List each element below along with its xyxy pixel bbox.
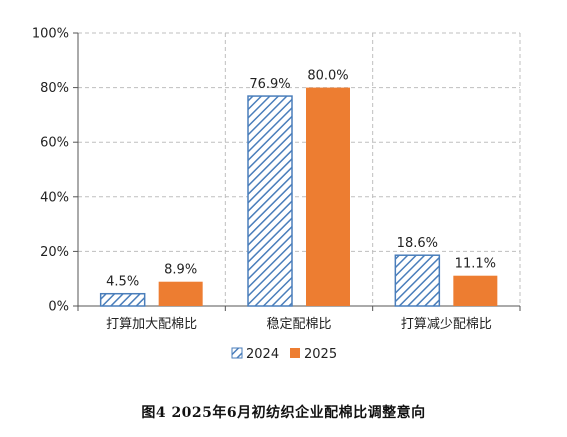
bar-2024 — [394, 254, 441, 307]
legend-swatch-2024 — [231, 347, 243, 359]
axes: 0% 20% 40% 60% 80% 100% 打算加大配棉比 稳定配棉比 打算减少配棉比 — [32, 27, 521, 332]
bar-2024 — [247, 95, 293, 307]
y-tick-label: 20% — [40, 245, 69, 260]
bars — [99, 87, 498, 307]
y-tick-label: 40% — [40, 190, 69, 205]
bar-2025 — [306, 87, 350, 306]
data-label-2024: 76.9% — [249, 77, 290, 92]
data-label-2025: 8.9% — [164, 263, 197, 278]
y-tick-label: 0% — [48, 300, 69, 315]
bar-2024 — [99, 292, 146, 307]
data-label-2025: 11.1% — [455, 257, 496, 272]
data-label-2025: 80.0% — [307, 69, 348, 84]
bar-2025 — [158, 281, 203, 306]
data-label-2024: 18.6% — [397, 236, 438, 251]
figure-caption: 图4 2025年6月初纺织企业配棉比调整意向 — [141, 405, 426, 421]
legend: 2024 2025 — [231, 347, 337, 362]
x-category-label: 稳定配棉比 — [266, 316, 331, 332]
bar-chart: 0% 20% 40% 60% 80% 100% 打算加大配棉比 稳定配棉比 打算减少配棉比 4.… — [32, 27, 521, 362]
y-tick-label: 100% — [32, 27, 69, 42]
bar-2025 — [453, 275, 498, 306]
gridlines — [78, 32, 521, 306]
data-labels: 4.5% 8.9% 76.9% 80.0% 18.6% 11.1% — [106, 69, 496, 290]
y-tick-label: 60% — [40, 136, 69, 151]
x-category-label: 打算加大配棉比 — [106, 317, 197, 332]
x-category-label: 打算减少配棉比 — [401, 317, 492, 332]
legend-label-2024: 2024 — [246, 347, 279, 362]
data-label-2024: 4.5% — [106, 275, 139, 290]
legend-swatch-2025 — [290, 348, 300, 358]
y-tick-label: 80% — [40, 81, 69, 96]
legend-label-2025: 2025 — [304, 347, 337, 362]
